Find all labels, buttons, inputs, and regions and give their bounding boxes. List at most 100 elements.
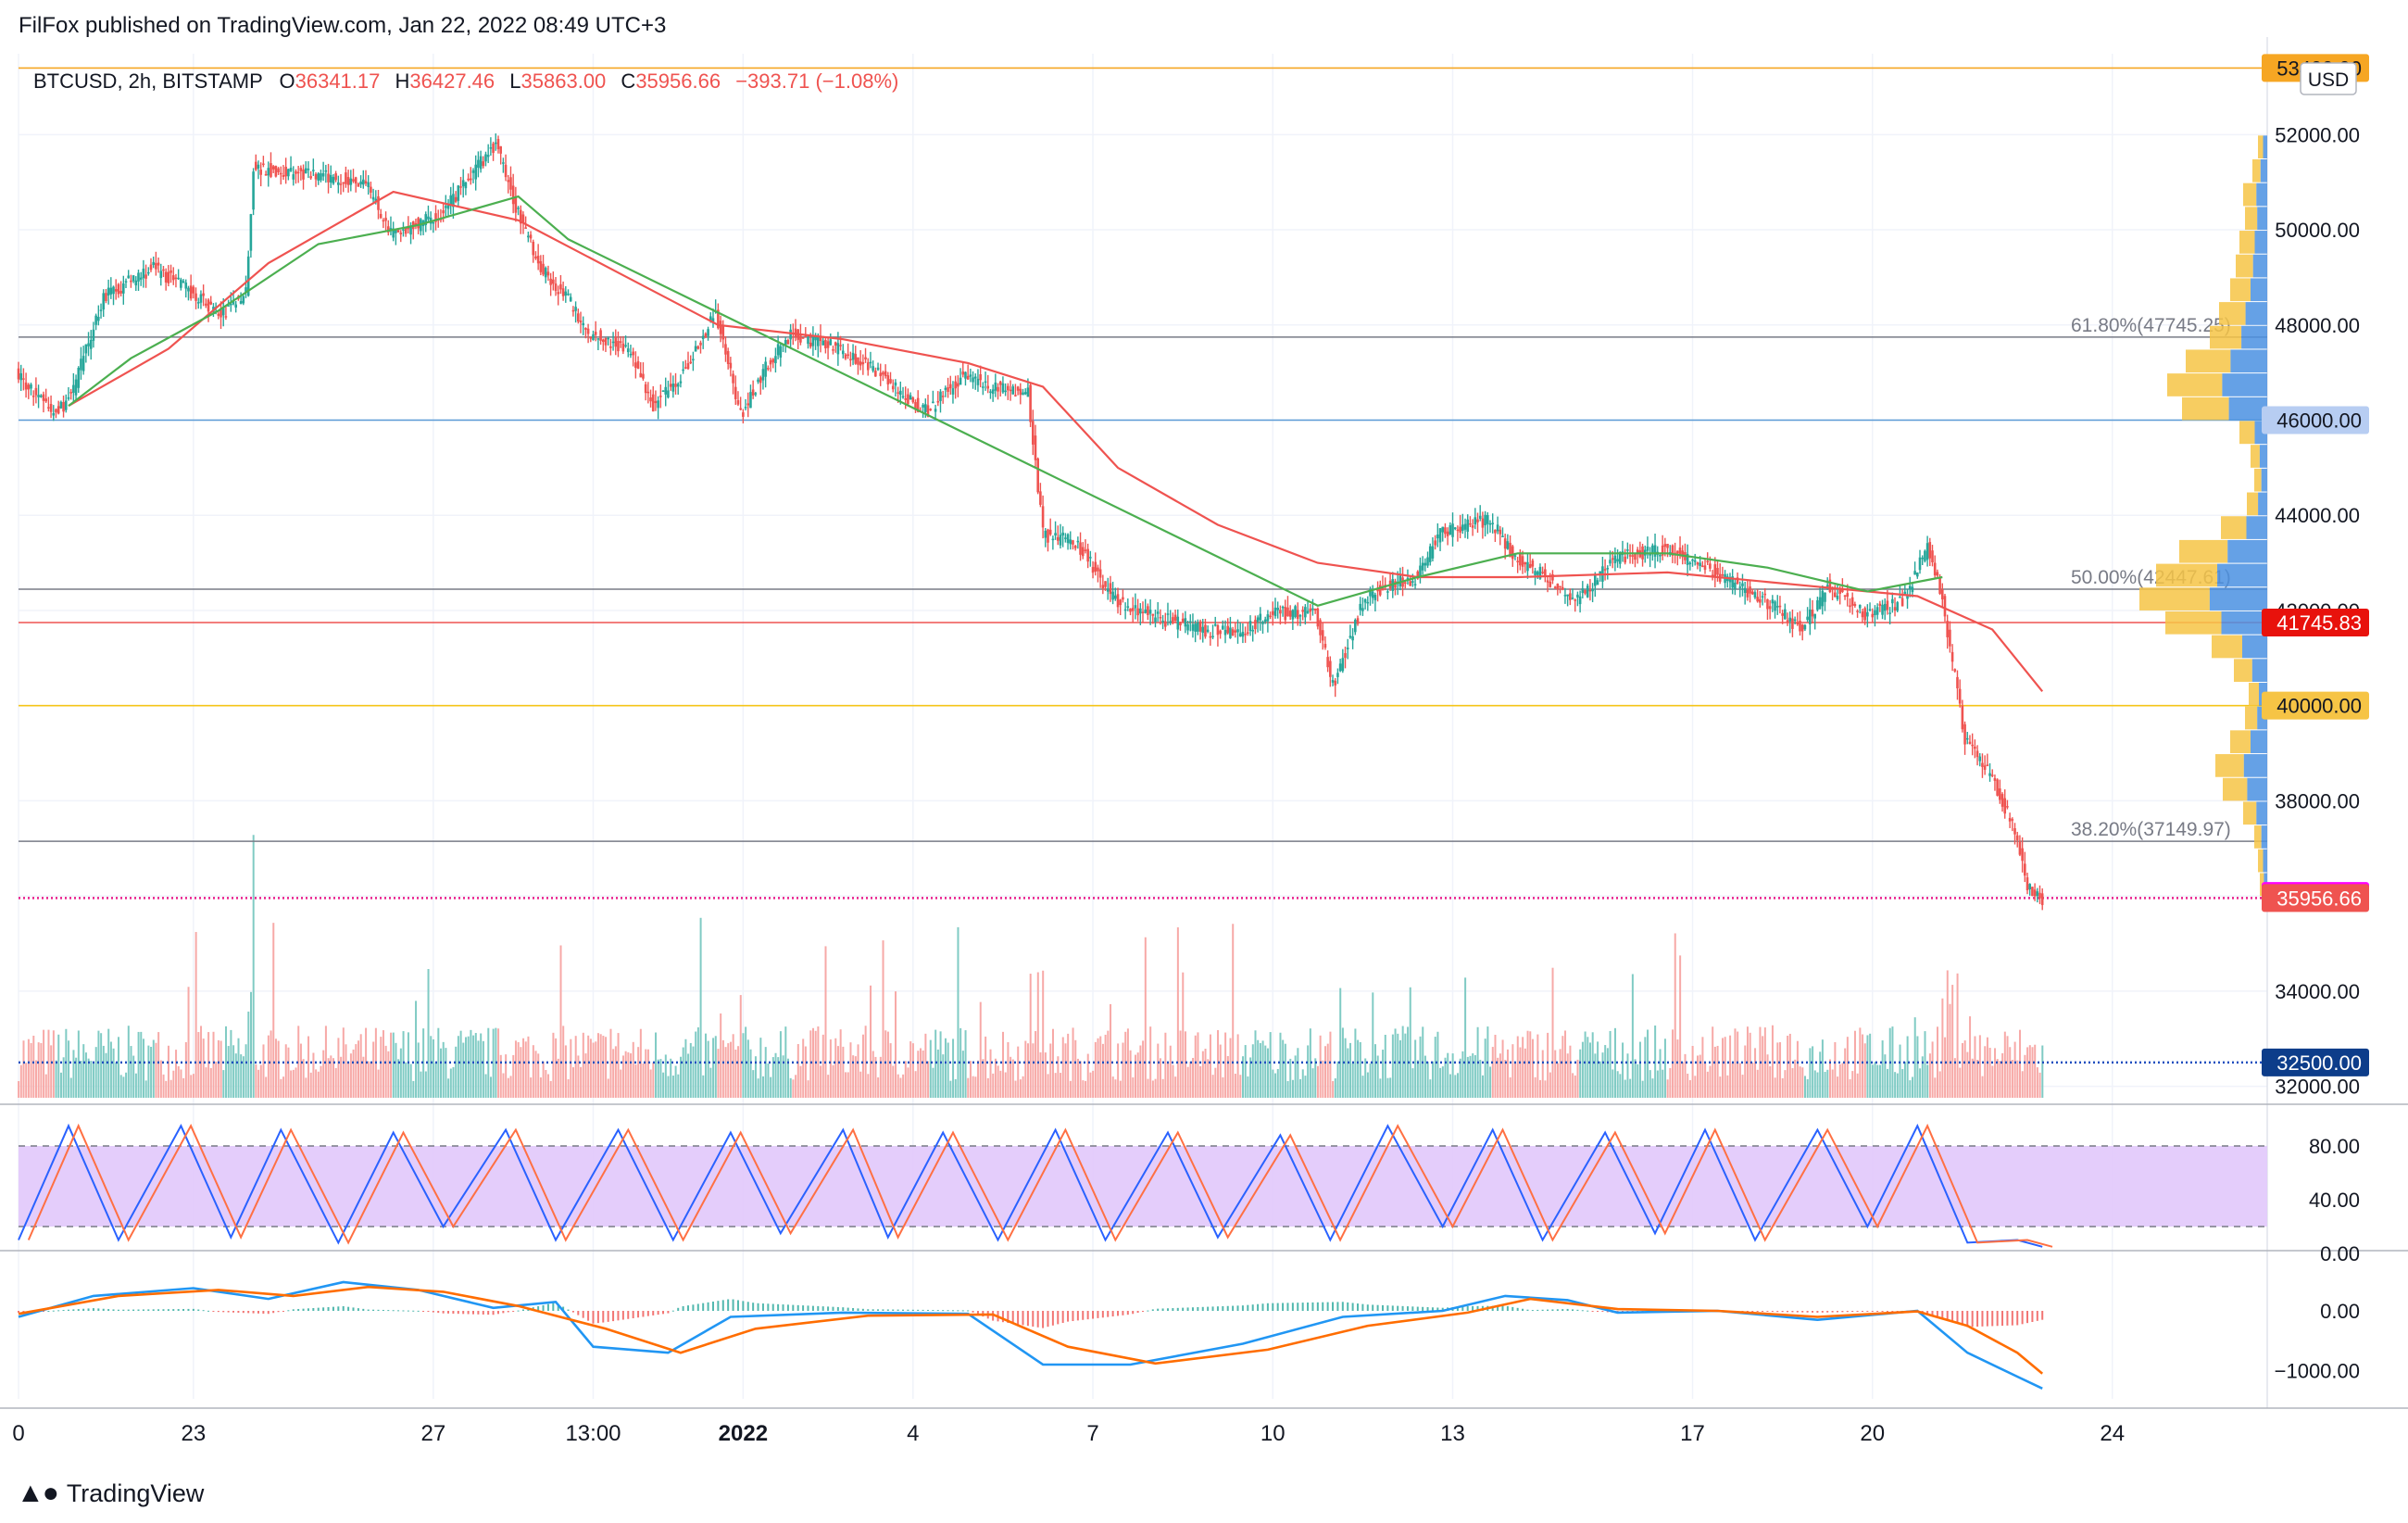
macd-histogram-bar xyxy=(1076,1311,1079,1321)
macd-histogram-bar xyxy=(1332,1302,1335,1311)
volume-bar xyxy=(630,1053,633,1098)
macd-histogram-bar xyxy=(1796,1311,1799,1313)
candle-body xyxy=(342,182,345,184)
macd-histogram-bar xyxy=(1341,1302,1344,1311)
candle-body xyxy=(1943,596,1947,617)
tradingview-brand[interactable]: ▲● TradingView xyxy=(17,1478,204,1509)
volume-bar xyxy=(512,1054,515,1098)
price-label-text: 32500.00 xyxy=(2276,1051,2362,1075)
volume-bar xyxy=(1926,1064,1929,1098)
candle-body xyxy=(122,283,125,294)
macd-histogram-bar xyxy=(827,1306,830,1311)
volume-bars xyxy=(18,835,2044,1098)
candle-body xyxy=(87,343,90,346)
candle-body xyxy=(1551,573,1554,581)
volume-bar xyxy=(317,1071,320,1098)
volume-bar xyxy=(1219,1044,1222,1098)
macd-histogram-bar xyxy=(222,1311,225,1313)
candle-body xyxy=(909,395,912,400)
macd-histogram-bar xyxy=(621,1311,624,1320)
candle-body xyxy=(1924,550,1926,561)
candle-body xyxy=(1446,531,1449,536)
candle-body xyxy=(1496,524,1499,532)
macd-histogram-bar xyxy=(247,1311,250,1314)
candle-body xyxy=(1906,595,1909,599)
candle-body xyxy=(1301,610,1304,612)
macd-histogram-bar xyxy=(1147,1310,1149,1312)
volume-bar xyxy=(402,1031,405,1098)
volume-bar xyxy=(68,1040,70,1098)
candle-body xyxy=(1971,744,1974,747)
candle-body xyxy=(1571,598,1574,599)
candle-body xyxy=(966,375,970,380)
volume-bar xyxy=(749,1049,752,1098)
volume-bar xyxy=(1541,1050,1544,1098)
candle-body xyxy=(1084,549,1087,551)
volume-bar xyxy=(1971,1058,1974,1098)
volume-bar xyxy=(545,1069,547,1098)
volume-bar xyxy=(1654,1026,1657,1098)
volume-bar xyxy=(1871,1064,1874,1098)
candle-body xyxy=(1559,585,1561,588)
time-tick-label: 0 xyxy=(12,1421,24,1446)
candle-body xyxy=(941,396,945,397)
macd-histogram-bar xyxy=(592,1311,595,1324)
candle-body xyxy=(1741,583,1744,586)
volume-bar xyxy=(472,1035,475,1098)
candle-body xyxy=(92,329,95,341)
volume-bar xyxy=(695,1031,697,1098)
candle-body xyxy=(1663,544,1667,548)
macd-histogram-bar xyxy=(1226,1305,1229,1311)
volume-bar xyxy=(1966,1051,1969,1098)
volume-bar xyxy=(2013,1041,2016,1098)
candle-body xyxy=(277,168,280,172)
candle-body xyxy=(1849,605,1851,608)
volume-bar xyxy=(1064,1043,1067,1098)
currency-badge[interactable]: USD xyxy=(2300,62,2357,95)
candle-body xyxy=(934,409,937,412)
volume-bar xyxy=(1649,1070,1651,1098)
time-axis[interactable]: 0 23 27 13:00 2022 4 7 10 13 17 20 24 xyxy=(12,1421,2125,1446)
volume-bar xyxy=(1887,1068,1889,1098)
macd-histogram-bar xyxy=(322,1307,325,1311)
published-by-header: FilFox published on TradingView.com, Jan… xyxy=(19,13,667,38)
candle-body xyxy=(59,401,63,409)
candle-body xyxy=(577,313,580,322)
candle-body xyxy=(1938,578,1941,594)
candle-body xyxy=(816,336,820,346)
volume-bar xyxy=(892,1065,895,1098)
stoch-tick-label: 0.00 xyxy=(2320,1242,2360,1265)
macd-histogram-bar xyxy=(477,1311,480,1315)
price-axis[interactable]: 52000.0050000.0048000.0046000.0044000.00… xyxy=(2262,54,2369,1383)
candle-body xyxy=(599,330,602,341)
candle-body xyxy=(1913,571,1916,575)
candle-body xyxy=(969,374,972,377)
macd-histogram-bar xyxy=(407,1310,409,1312)
volume-bar xyxy=(1111,1076,1114,1098)
candle-body xyxy=(1419,565,1422,576)
volume-bar xyxy=(352,1049,355,1098)
candle-body xyxy=(1154,617,1157,623)
macd-histogram-bar xyxy=(1951,1311,1954,1323)
macd-histogram-bar xyxy=(602,1311,605,1323)
candle-body xyxy=(784,340,787,346)
candle-body xyxy=(1247,632,1249,634)
macd-histogram-bar xyxy=(347,1306,350,1311)
volume-bar xyxy=(524,1041,527,1098)
volume-bar xyxy=(1114,1079,1117,1098)
volume-profile-down-bar xyxy=(2222,373,2267,396)
candle-body xyxy=(544,268,547,278)
candle-body xyxy=(834,342,837,346)
volume-bar xyxy=(1142,1040,1145,1098)
macd-histogram-bar xyxy=(1806,1311,1809,1313)
candle-body xyxy=(1968,741,1972,745)
volume-profile-up-bar xyxy=(2243,801,2257,825)
volume-profile-up-bar xyxy=(2156,563,2217,587)
candle-body xyxy=(1296,610,1299,619)
volume-bar xyxy=(265,1076,268,1098)
candle-body xyxy=(884,371,887,377)
volume-bar xyxy=(712,1038,715,1098)
volume-bar xyxy=(118,1037,120,1098)
volume-bar xyxy=(1574,1075,1576,1098)
